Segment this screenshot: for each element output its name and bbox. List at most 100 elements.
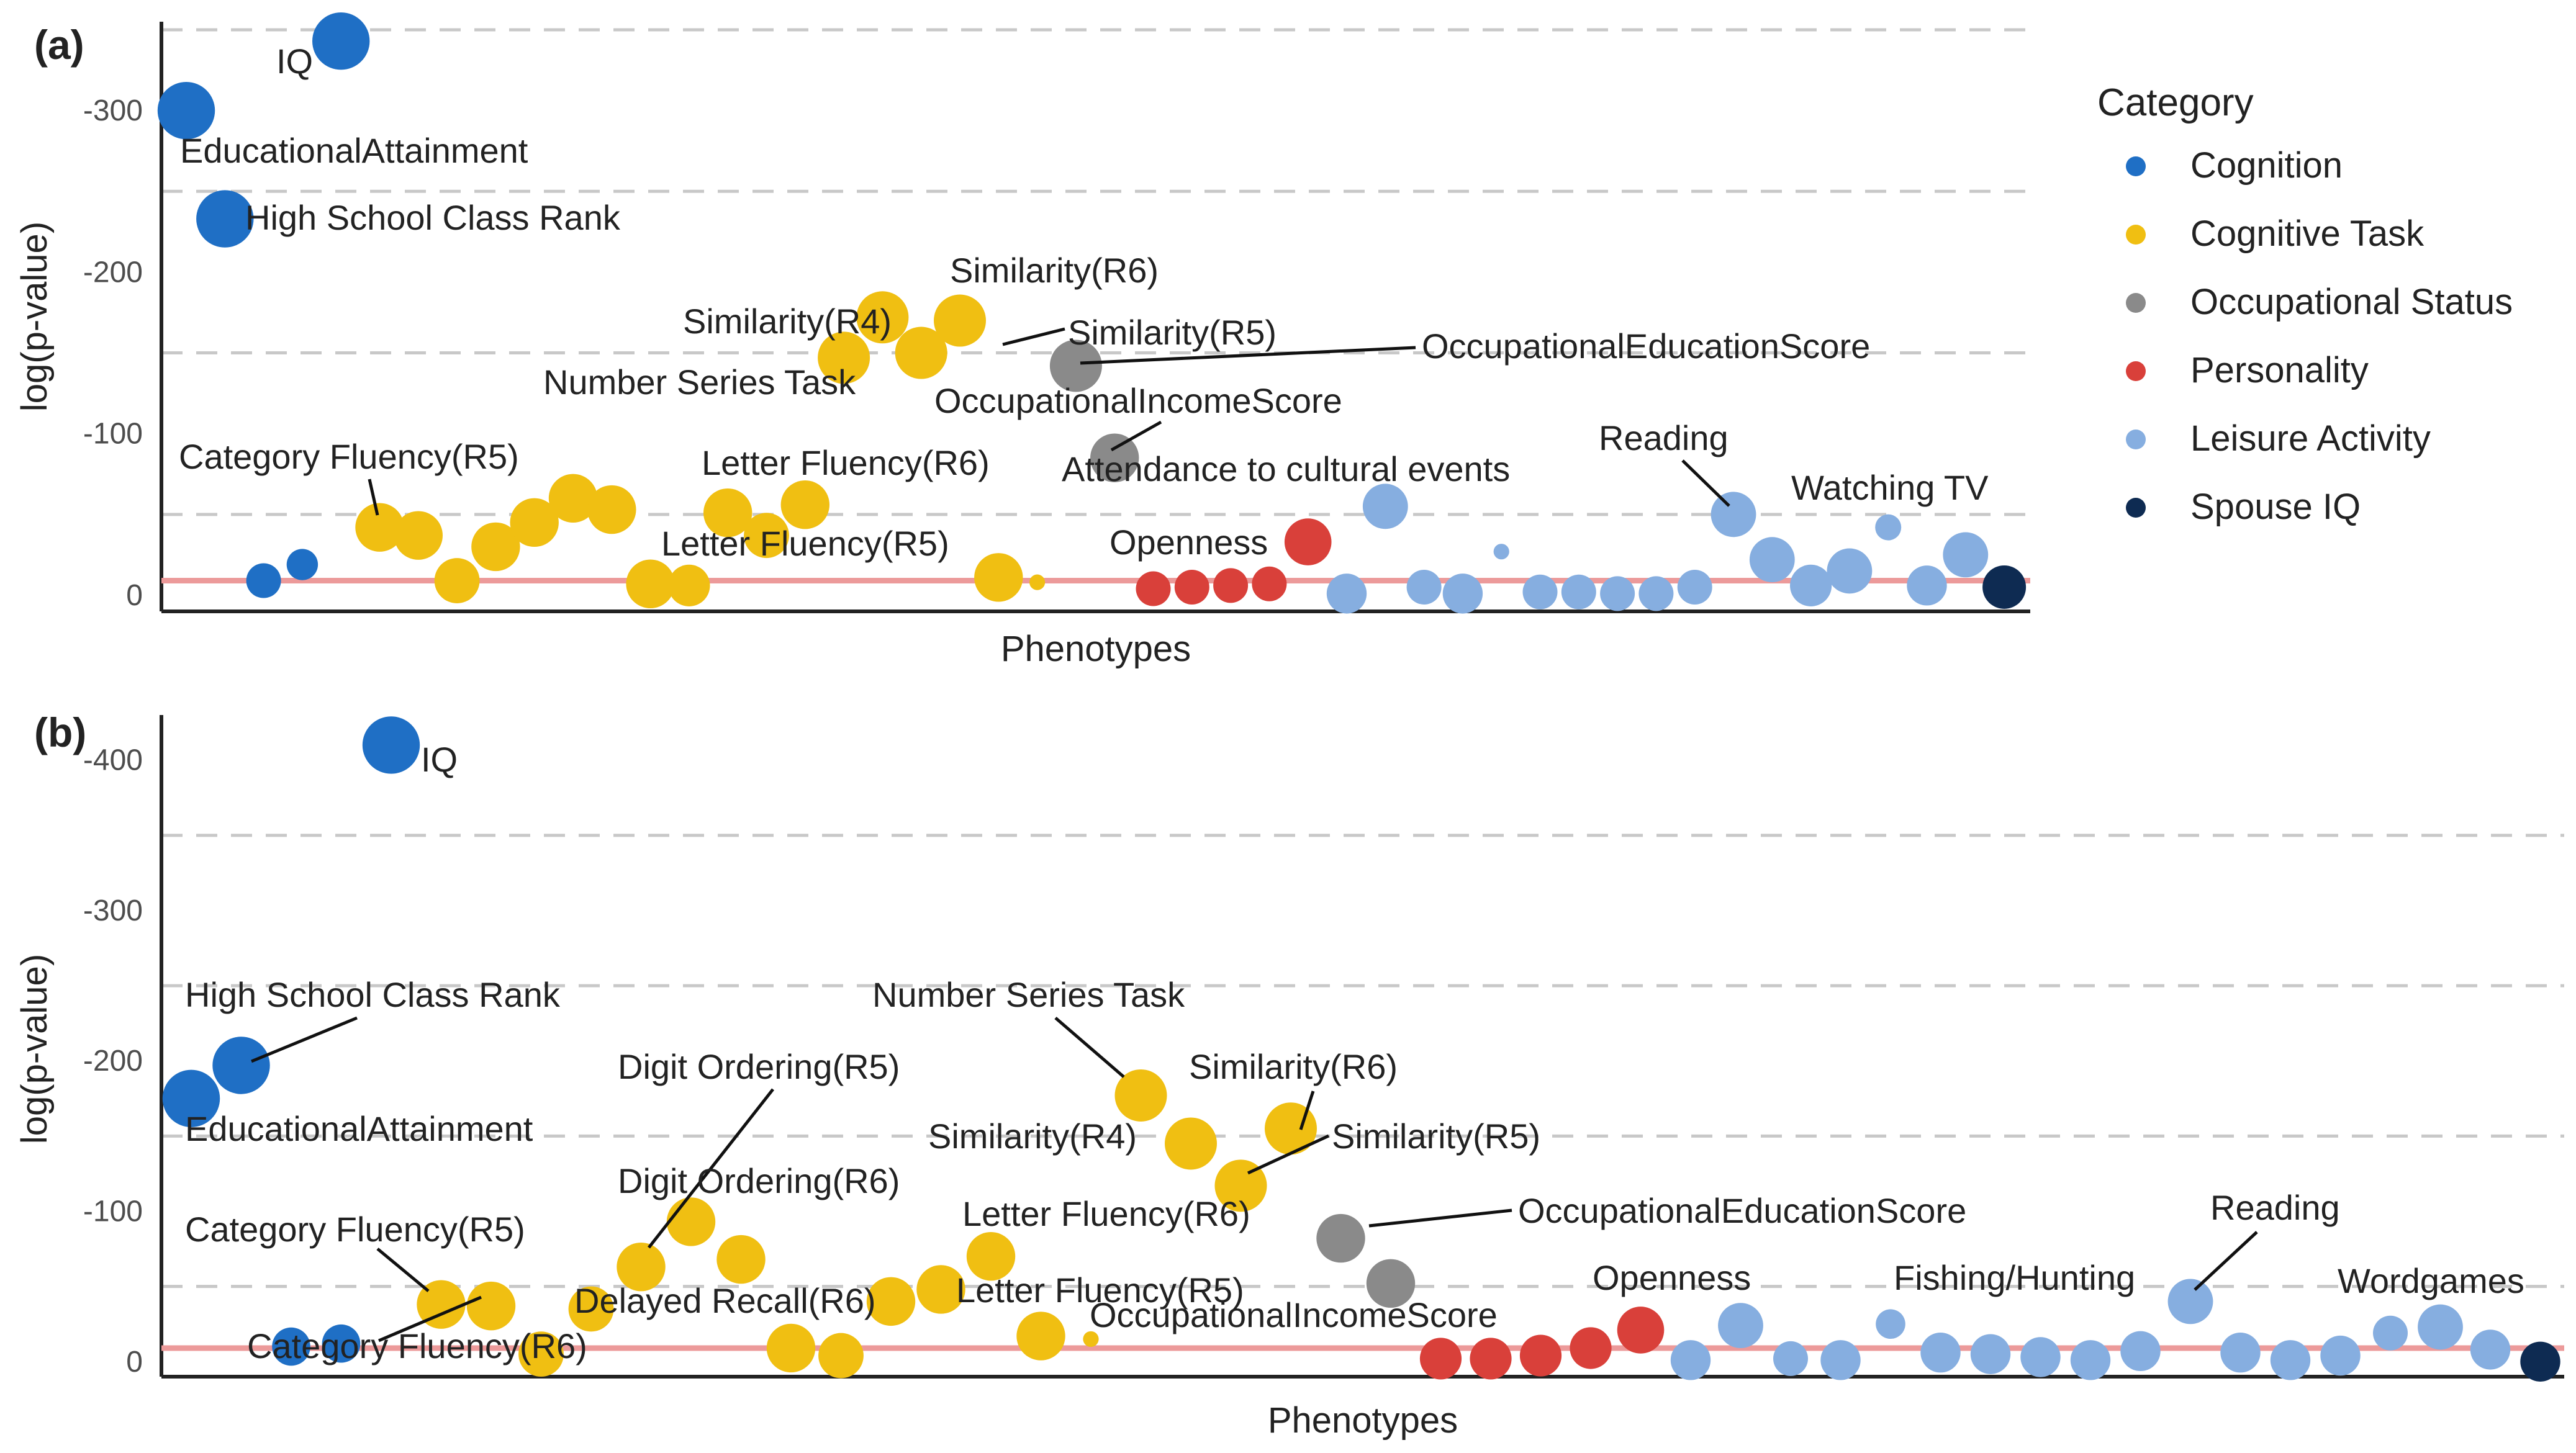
point-label: Wordgames [2338,1261,2524,1300]
y-tick-label: -200 [83,1045,143,1077]
data-point [1617,1307,1665,1354]
data-point [1943,532,1989,578]
data-point [2270,1340,2311,1380]
point-label: Digit Ordering(R5) [618,1047,900,1086]
data-point [1875,514,1902,541]
legend-swatch [2126,498,2146,518]
label-leader-line [1681,459,1730,507]
data-point [716,1235,766,1284]
data-point [1114,1069,1167,1122]
data-point [1406,569,1442,605]
y-tick-label: 0 [126,1346,143,1379]
data-point [916,1265,965,1314]
point-label: Similarity(R6) [950,251,1159,290]
data-point [1252,566,1287,601]
data-point [518,1331,564,1377]
data-point [1790,564,1832,606]
data-point [1029,574,1046,590]
point-label: EducationalAttainment [180,131,528,170]
point-label: Category Fluency(R5) [185,1210,525,1249]
point-label: Category Fluency(R5) [179,437,519,476]
data-point [1820,1340,1861,1380]
data-point [1090,433,1139,482]
data-point [1773,1341,1808,1376]
legend-title: Category [2097,81,2254,124]
y-tick-label: -100 [83,1195,143,1228]
y-tick-label: -300 [83,94,143,127]
y-tick-label: -300 [83,894,143,927]
point-label: Reading [2210,1188,2340,1227]
data-point [866,1277,916,1326]
label-leader-line [378,1295,482,1343]
point-label: OccupationalEducationScore [1518,1191,1966,1230]
data-point [966,1231,1016,1281]
y-tick-label: -400 [83,744,143,777]
point-label: IQ [421,740,458,779]
y-tick-label: 0 [126,579,143,612]
point-label: Number Series Task [543,362,856,402]
data-point [286,549,319,580]
label-leader-line [1002,327,1065,346]
data-point [703,488,752,538]
point-label: High School Class Rank [245,198,621,237]
point-label: Fishing/Hunting [1894,1258,2135,1297]
point-label: OccupationalIncomeScore [934,381,1342,420]
data-point [1519,1334,1562,1377]
label-leader-line [1080,346,1416,365]
point-label: Similarity(R4) [683,302,892,341]
data-point [1600,576,1635,611]
data-point [2470,1329,2511,1370]
point-label: Reading [1599,418,1729,457]
label-leader-line [1247,1134,1330,1175]
data-point [312,12,370,70]
data-point [1711,492,1756,538]
panel-tag: (a) [34,22,84,68]
data-point [2418,1304,2463,1350]
data-point [2120,1331,2161,1372]
data-point [417,1280,466,1329]
data-point [626,559,675,608]
data-point [2070,1340,2111,1380]
point-label: Letter Fluency(R5) [661,524,949,563]
data-point [1677,569,1712,605]
y-axis-title: log(p-value) [14,954,55,1144]
point-label: OccupationalEducationScore [1422,326,1870,366]
point-label: High School Class Rank [185,975,561,1014]
panel-tag: (b) [34,709,86,755]
label-leader-line [2194,1231,2258,1291]
data-point [1470,1338,1512,1380]
label-leader-line [1368,1208,1512,1228]
data-point [1670,1340,1711,1380]
data-point [1970,1334,2011,1374]
label-leader-line [251,1016,358,1063]
y-axis-title: log(p-value) [14,222,55,412]
data-point [1136,571,1171,606]
data-point [2167,1279,2213,1325]
data-point [272,1327,310,1366]
data-point [1284,518,1332,565]
legend-item-label: Cognition [2190,145,2343,186]
data-point [548,474,598,523]
data-point [1213,568,1249,603]
point-label: Number Series Task [872,975,1185,1014]
legend-item-label: Cognitive Task [2190,214,2425,254]
data-point [1827,548,1873,594]
legend-swatch [2126,225,2146,245]
data-point [934,294,986,347]
data-point [394,511,443,560]
label-leader-line [648,1088,774,1249]
panel-a: -300 -200 -100 0 IQ EducationalAttainment High… [14,12,2030,669]
point-label: EducationalAttainment [185,1109,533,1148]
panel-b: -400 -300 -200 -100 0 IQ High School Class Ran… [14,709,2564,1441]
data-point [2320,1335,2361,1376]
data-point [162,1069,220,1127]
data-point [974,553,1023,602]
point-label: Letter Fluency(R6) [962,1194,1250,1233]
label-leader-line [368,479,379,516]
data-point [355,503,404,552]
x-axis-title: Phenotypes [1268,1400,1458,1441]
data-point [895,326,947,379]
data-point [1638,576,1674,611]
data-point [1316,1213,1365,1263]
